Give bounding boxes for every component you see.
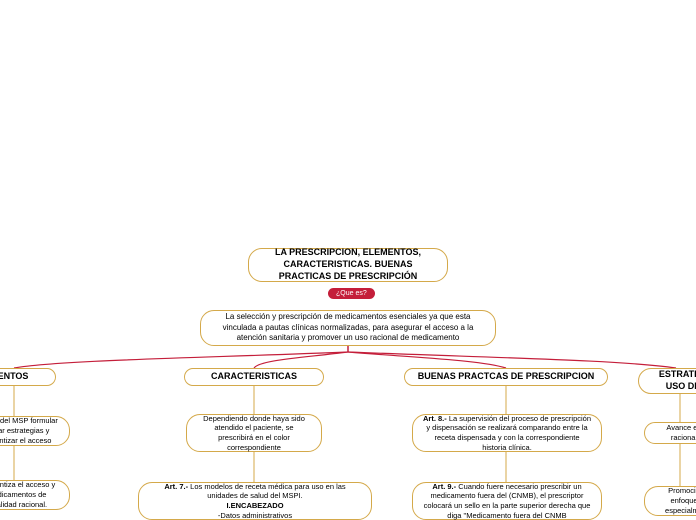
subnode-estrategias-7[interactable]: Promoció enfoque especialme (644, 486, 696, 516)
description-node[interactable]: La selección y prescripción de medicamen… (200, 310, 496, 346)
category-elementos[interactable]: ENTOS (0, 368, 56, 386)
subnode-elementos-1[interactable]: garantiza el acceso y edicamentos de cal… (0, 480, 70, 510)
root-title-node[interactable]: LA PRESCRIPCION, ELEMENTOS, CARACTERISTI… (248, 248, 448, 282)
category-estrategias[interactable]: ESTRATEGUSO DE (638, 368, 696, 394)
subnode-buenas-4[interactable]: Art. 8.- La supervisión del proceso de p… (412, 414, 602, 452)
category-buenas[interactable]: BUENAS PRACTCAS DE PRESCRIPCION (404, 368, 608, 386)
que-es-badge: ¿Que es? (328, 288, 375, 299)
mindmap-canvas: LA PRESCRIPCION, ELEMENTOS, CARACTERISTI… (0, 0, 696, 520)
category-caracteristicas[interactable]: CARACTERISTICAS (184, 368, 324, 386)
subnode-buenas-5[interactable]: Art. 9.- Cuando fuere necesario prescrib… (412, 482, 602, 520)
subnode-elementos-0[interactable]: lidad del MSP formular ollar estrategias… (0, 416, 70, 446)
subnode-caracteristicas-3[interactable]: Art. 7.- Los modelos de receta médica pa… (138, 482, 372, 520)
subnode-caracteristicas-2[interactable]: Dependiendo donde haya sido atendido el … (186, 414, 322, 452)
subnode-estrategias-6[interactable]: Avance en racional (644, 422, 696, 444)
